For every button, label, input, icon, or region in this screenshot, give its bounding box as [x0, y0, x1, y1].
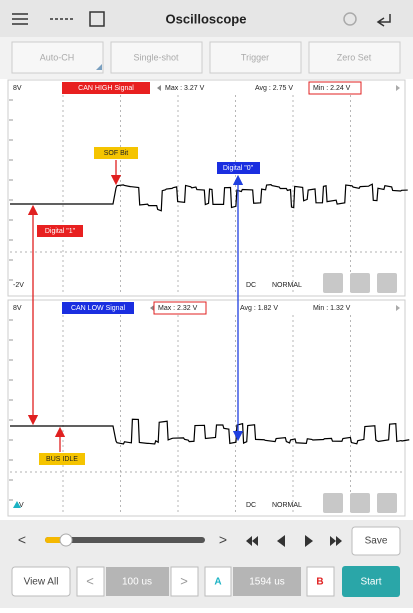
icon: >	[180, 573, 188, 588]
icon-button[interactable]	[377, 493, 397, 513]
button[interactable]	[170, 566, 199, 597]
stat-avg: Avg : 2.75 V	[255, 85, 293, 92]
stat-min: Min : 2.24 V	[313, 85, 351, 92]
button[interactable]	[76, 566, 105, 597]
icon[interactable]: >	[219, 532, 227, 548]
button-label: Single-shot	[133, 52, 179, 62]
icon	[157, 85, 161, 91]
playback-icons[interactable]	[246, 535, 342, 547]
icon: <	[18, 532, 26, 548]
coupling: DC	[246, 502, 256, 509]
coupling: DC	[246, 282, 256, 289]
header-icons	[12, 11, 391, 27]
time-scale: 100 us	[122, 577, 152, 588]
annotation: Digital "0"	[223, 165, 254, 172]
channel-name: CAN HIGH Signal	[78, 85, 134, 92]
cursor-a: A	[214, 577, 221, 588]
scale-top: 8V	[13, 305, 22, 312]
stat-max: Max : 3.27 V	[165, 85, 205, 92]
icon-button[interactable]	[350, 493, 370, 513]
waveform	[10, 418, 410, 445]
button-label: Trigger	[241, 52, 269, 62]
icon-button[interactable]	[377, 273, 397, 293]
channel-tag	[62, 302, 134, 314]
button[interactable]	[342, 566, 400, 597]
scale-top: 8V	[13, 85, 22, 92]
slider-track[interactable]	[45, 537, 205, 543]
stat-avg: Avg : 1.82 V	[240, 305, 278, 312]
channel-panel	[7, 299, 406, 517]
button-label: Zero Set	[337, 52, 372, 62]
button[interactable]	[209, 41, 302, 74]
waveform	[10, 183, 408, 212]
stat-max: Max : 2.32 V	[158, 305, 198, 312]
annotation-box	[39, 453, 85, 465]
icon-button[interactable]	[350, 273, 370, 293]
icon-button[interactable]	[323, 493, 343, 513]
field	[106, 567, 169, 596]
icon: <	[86, 573, 94, 588]
button[interactable]	[11, 566, 71, 597]
button[interactable]	[204, 566, 232, 597]
highlight-box	[308, 81, 362, 95]
button-label: Save	[365, 536, 388, 547]
icon	[396, 85, 400, 91]
marker	[13, 501, 21, 508]
scale-bottom: V	[19, 502, 24, 509]
button[interactable]	[351, 526, 401, 556]
icon-button[interactable]	[323, 273, 343, 293]
button-label: View All	[24, 577, 59, 588]
annotation: SOF Bit	[104, 150, 129, 157]
annotation: Digital "1"	[45, 228, 76, 235]
title: Oscilloscope	[166, 11, 247, 26]
annotation-box	[217, 162, 260, 174]
cursor-b: B	[316, 577, 323, 588]
position: 1594 us	[249, 577, 285, 588]
highlight-box	[153, 301, 207, 315]
channel-tag	[62, 82, 150, 94]
icon	[150, 305, 154, 311]
scale-bottom: -2V	[13, 282, 24, 289]
annotation-box	[94, 147, 138, 159]
channel-name: CAN LOW Signal	[71, 305, 126, 312]
button[interactable]	[306, 566, 335, 597]
button-label: Start	[360, 577, 381, 588]
slider-knob[interactable]	[59, 533, 73, 547]
button[interactable]	[110, 41, 203, 74]
button-label: Auto-CH	[40, 52, 75, 62]
annotation-box	[37, 225, 83, 237]
annotation: BUS IDLE	[46, 456, 78, 463]
icon	[396, 305, 400, 311]
mode: NORMAL	[272, 282, 302, 289]
icon	[96, 64, 102, 70]
stat-min: Min : 1.32 V	[313, 305, 351, 312]
field	[233, 567, 301, 596]
channel-panel	[7, 79, 406, 297]
mode: NORMAL	[272, 502, 302, 509]
button[interactable]	[308, 41, 401, 74]
button[interactable]	[11, 41, 104, 74]
